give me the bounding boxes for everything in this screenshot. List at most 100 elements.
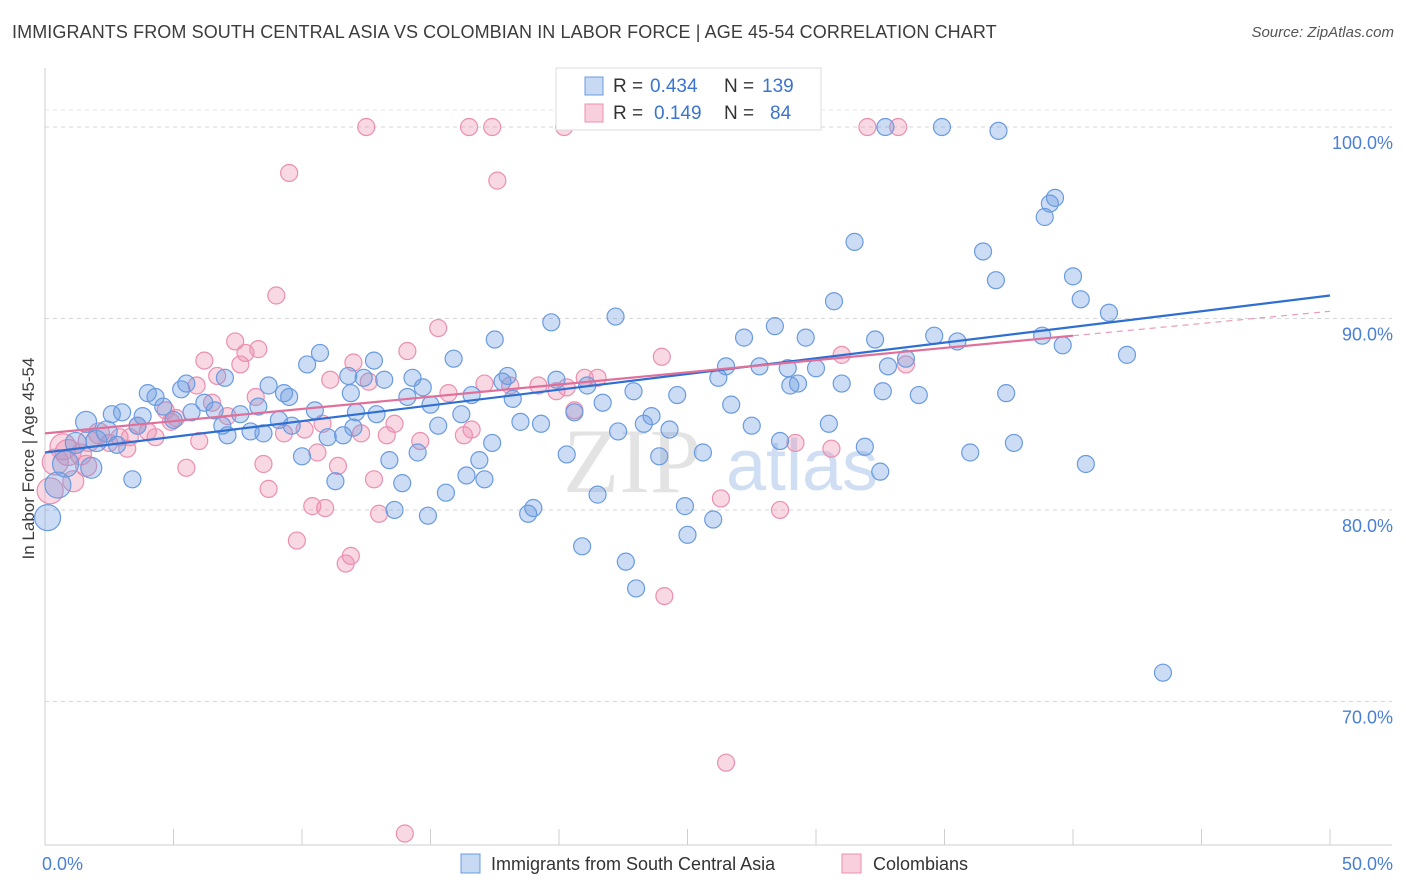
immigrants-point bbox=[1045, 188, 1065, 207]
immigrants-point bbox=[146, 387, 165, 407]
legend-swatch-colombians bbox=[841, 853, 862, 874]
immigrants-point bbox=[806, 359, 826, 378]
immigrants-point bbox=[339, 366, 358, 386]
trend-line-colombians bbox=[44, 334, 1074, 435]
immigrants-point bbox=[274, 384, 294, 403]
immigrants-point bbox=[609, 422, 628, 441]
colombians-point bbox=[398, 341, 417, 361]
watermark-zip: ZIP bbox=[563, 410, 701, 512]
immigrants-point bbox=[866, 330, 885, 349]
colombians-point bbox=[364, 470, 384, 489]
immigrants-point bbox=[123, 470, 142, 489]
immigrants-point bbox=[925, 326, 944, 345]
immigrants-point bbox=[436, 483, 456, 502]
immigrants-point bbox=[408, 443, 427, 462]
immigrants-point bbox=[367, 405, 386, 424]
immigrants-point bbox=[616, 552, 635, 571]
immigrants-point bbox=[177, 374, 196, 393]
colombians-point bbox=[36, 477, 64, 505]
immigrants-point bbox=[375, 370, 394, 389]
immigrants-point bbox=[819, 414, 838, 433]
legend-n-label-pink: N = bbox=[724, 103, 754, 124]
immigrants-point bbox=[824, 292, 844, 311]
axes bbox=[44, 68, 1392, 846]
immigrants-point bbox=[997, 384, 1016, 403]
immigrants-point bbox=[485, 330, 504, 349]
immigrants-point bbox=[334, 426, 353, 445]
colombians-point bbox=[858, 117, 877, 137]
immigrants-point bbox=[205, 401, 224, 420]
immigrants-point bbox=[973, 242, 993, 261]
legend-series: Immigrants from South Central Asia Colom… bbox=[460, 853, 968, 874]
immigrants-point bbox=[770, 431, 790, 451]
colombians-point bbox=[118, 439, 137, 458]
immigrants-point bbox=[961, 443, 980, 462]
colombians-point bbox=[357, 117, 376, 137]
immigrants-point bbox=[642, 407, 661, 426]
trend-line-immigrants bbox=[44, 294, 1331, 454]
immigrants-point bbox=[668, 385, 687, 405]
immigrants-point bbox=[734, 328, 754, 347]
colombians-point bbox=[274, 424, 294, 443]
y-tick-label: 100.0% bbox=[1332, 133, 1393, 153]
colombians-point bbox=[459, 117, 479, 137]
y-axis-label: In Labor Force | Age 45-54 bbox=[19, 358, 38, 560]
immigrants-point bbox=[873, 382, 892, 401]
immigrants-point bbox=[511, 412, 530, 431]
immigrants-point bbox=[742, 416, 761, 435]
immigrants-point bbox=[1053, 336, 1072, 355]
legend-r-value-blue: 0.434 bbox=[650, 76, 698, 97]
colombians-point bbox=[711, 489, 731, 508]
immigrants-point bbox=[896, 349, 916, 368]
immigrants-point bbox=[380, 451, 399, 470]
colombians-point bbox=[316, 498, 335, 518]
colombians-point bbox=[652, 347, 671, 366]
immigrants-point bbox=[393, 474, 412, 493]
colombians-point bbox=[429, 318, 448, 338]
immigrants-point bbox=[354, 368, 373, 387]
y-tick-label: 80.0% bbox=[1342, 516, 1393, 536]
immigrants-point bbox=[1035, 207, 1054, 227]
immigrants-point bbox=[871, 462, 890, 481]
legend-label-immigrants: Immigrants from South Central Asia bbox=[491, 854, 776, 874]
immigrants-point bbox=[1040, 194, 1059, 213]
y-tick-labels: 70.0% 80.0% 90.0% 100.0% bbox=[1332, 133, 1393, 727]
immigrants-point bbox=[195, 393, 214, 412]
immigrants-point bbox=[678, 525, 697, 544]
colombians-point bbox=[62, 470, 85, 493]
watermark-atlas: atlas bbox=[726, 426, 878, 506]
immigrants-point bbox=[346, 403, 366, 422]
immigrants-point bbox=[606, 307, 625, 326]
immigrants-point bbox=[531, 414, 551, 433]
immigrants-point bbox=[444, 349, 463, 368]
trend-lines bbox=[44, 294, 1331, 454]
chart-title: IMMIGRANTS FROM SOUTH CENTRAL ASIA VS CO… bbox=[12, 22, 997, 42]
immigrants-point bbox=[765, 317, 784, 336]
colombians-point bbox=[49, 433, 77, 461]
immigrants-point bbox=[1004, 433, 1023, 453]
immigrants-point bbox=[413, 378, 432, 397]
immigrants-point bbox=[524, 498, 543, 518]
immigrants-point bbox=[675, 497, 695, 516]
colombians-point bbox=[190, 431, 209, 451]
legend-n-value-blue: 139 bbox=[762, 76, 794, 97]
immigrants-point bbox=[1117, 345, 1137, 364]
immigrants-point bbox=[503, 389, 522, 408]
immigrants-point bbox=[398, 387, 417, 407]
immigrants-point bbox=[249, 397, 268, 416]
colombians-point bbox=[786, 433, 805, 453]
immigrants-point bbox=[593, 393, 612, 412]
immigrants-point bbox=[498, 366, 517, 386]
legend-stats-blue-swatch bbox=[584, 76, 604, 96]
legend-r-label-blue: R = bbox=[613, 76, 643, 97]
immigrants-point bbox=[51, 450, 80, 478]
colombians-point bbox=[308, 443, 327, 462]
immigrants-point bbox=[182, 403, 201, 422]
colombians-point bbox=[395, 824, 414, 843]
immigrants-point bbox=[876, 117, 895, 137]
immigrants-point bbox=[33, 503, 62, 532]
colombians-point bbox=[249, 340, 268, 359]
immigrants-point bbox=[364, 351, 384, 370]
immigrants-point bbox=[845, 232, 864, 251]
immigrants-point bbox=[292, 447, 312, 466]
